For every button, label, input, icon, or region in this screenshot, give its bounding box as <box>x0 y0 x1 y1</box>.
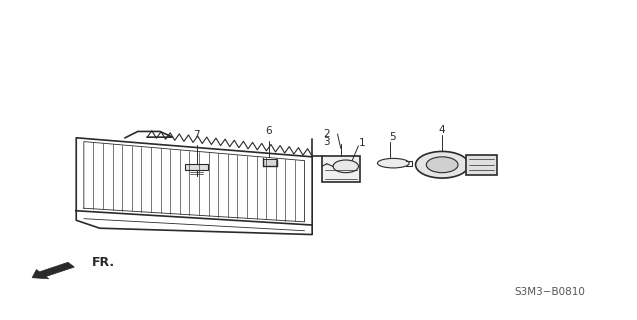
Circle shape <box>426 157 458 173</box>
Text: 4: 4 <box>439 125 445 135</box>
Bar <box>262 159 276 166</box>
Text: 1: 1 <box>359 138 365 148</box>
Circle shape <box>415 151 469 178</box>
Text: S3M3−B0810: S3M3−B0810 <box>515 287 585 297</box>
Text: 5: 5 <box>389 132 396 142</box>
Text: 6: 6 <box>266 126 273 136</box>
FancyBboxPatch shape <box>185 164 208 170</box>
Text: 7: 7 <box>194 130 200 140</box>
FancyArrow shape <box>32 262 75 279</box>
Text: 3: 3 <box>324 137 330 147</box>
Ellipse shape <box>378 158 409 168</box>
Circle shape <box>333 160 359 173</box>
Bar <box>322 156 360 182</box>
Bar <box>466 155 497 175</box>
Text: 2: 2 <box>324 129 330 139</box>
Text: FR.: FR. <box>92 256 115 269</box>
